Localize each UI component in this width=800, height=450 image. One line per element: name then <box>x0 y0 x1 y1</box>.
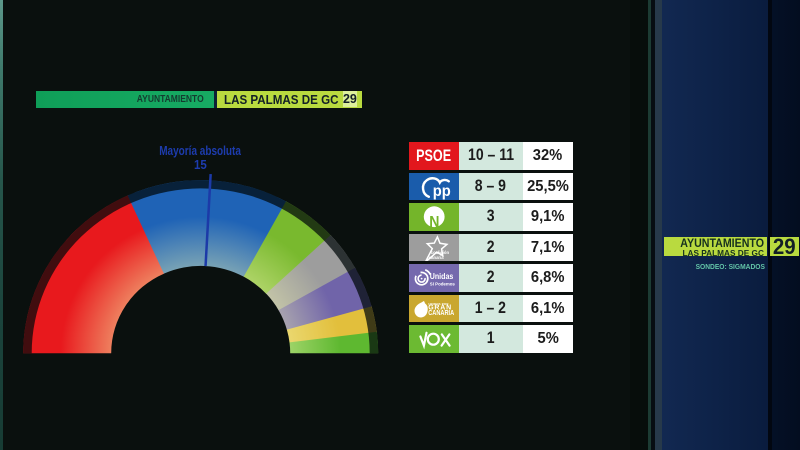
svg-text:Sí Podemos: Sí Podemos <box>430 281 455 286</box>
svg-text:canaria: canaria <box>429 254 444 259</box>
svg-text:UNIDOS POR: UNIDOS POR <box>428 302 449 306</box>
svg-text:pp: pp <box>433 182 451 199</box>
svg-text:GRAN: GRAN <box>428 304 452 311</box>
svg-text:CANARIA: CANARIA <box>428 310 454 317</box>
svg-text:N: N <box>429 213 439 231</box>
svg-text:Unidas: Unidas <box>430 272 453 282</box>
svg-text:coalición: coalición <box>431 250 450 255</box>
